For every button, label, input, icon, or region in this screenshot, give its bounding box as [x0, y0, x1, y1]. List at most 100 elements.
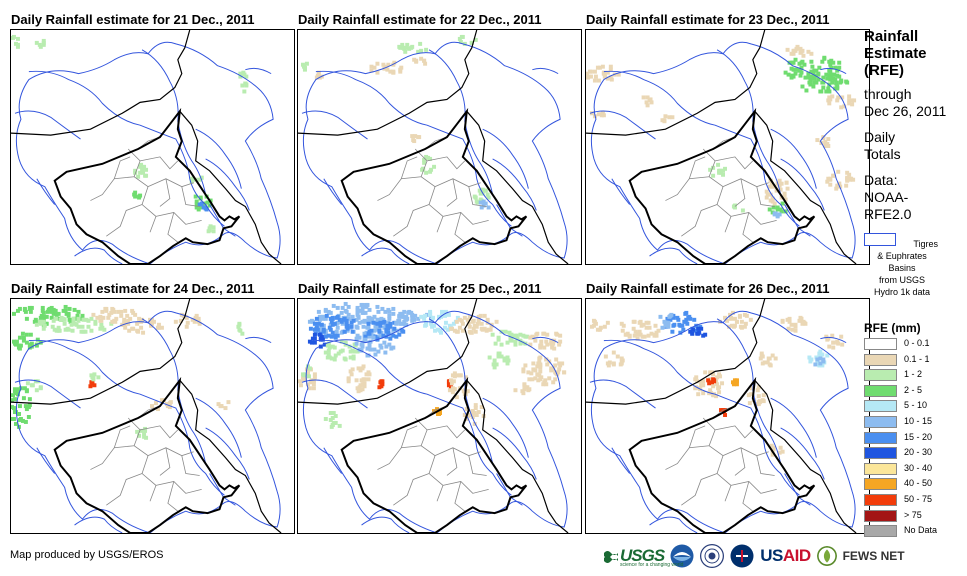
- rain-cell: [831, 76, 836, 81]
- rain-cell: [637, 329, 642, 334]
- province-boundary: [393, 204, 430, 237]
- rain-cell: [378, 323, 383, 328]
- rain-cell: [482, 313, 487, 318]
- rain-cell: [38, 385, 43, 390]
- rain-cell: [323, 350, 328, 355]
- rain-cell: [366, 377, 371, 382]
- rain-cell: [439, 310, 444, 315]
- rain-cell: [406, 310, 411, 315]
- rain-cell: [92, 372, 97, 377]
- rain-cell: [483, 188, 488, 193]
- rain-cell: [667, 314, 672, 319]
- rain-cell: [349, 320, 354, 325]
- rain-cell: [821, 357, 826, 362]
- basin-legend-swatch: [864, 233, 896, 246]
- rain-cell: [793, 48, 798, 53]
- basin-legend-line: Basins: [888, 263, 916, 273]
- rain-cell: [96, 375, 101, 380]
- rain-cell: [392, 60, 397, 65]
- rain-cell: [716, 386, 721, 391]
- province-boundary: [155, 212, 202, 225]
- rain-cell: [711, 377, 716, 382]
- rain-cell: [410, 312, 415, 317]
- rain-cell: [328, 310, 333, 315]
- river-line: [14, 110, 81, 140]
- rain-cell: [343, 301, 348, 306]
- rain-cell: [830, 94, 835, 99]
- rain-cell: [711, 165, 716, 170]
- rain-cell: [831, 173, 836, 178]
- rain-cell: [323, 334, 328, 339]
- rain-cell: [356, 314, 361, 319]
- rain-cell: [127, 328, 132, 333]
- rain-cell: [135, 328, 140, 333]
- rain-cell: [89, 328, 94, 333]
- rain-cell: [827, 89, 832, 94]
- rain-cell: [317, 317, 322, 322]
- rain-cell: [454, 373, 459, 378]
- rain-cell: [834, 186, 839, 191]
- rain-cell: [307, 339, 312, 344]
- rain-cell: [768, 198, 773, 203]
- rain-cell: [821, 75, 826, 80]
- rain-cell: [780, 201, 785, 206]
- rain-cell: [26, 405, 31, 410]
- province-boundary: [454, 481, 466, 512]
- rain-cell: [677, 322, 682, 327]
- country-border: [466, 110, 569, 264]
- rain-cell: [71, 321, 76, 326]
- rain-cell: [312, 327, 317, 332]
- rain-cell: [812, 76, 817, 81]
- province-boundary: [681, 204, 718, 237]
- rain-cell: [830, 333, 835, 338]
- rain-cell: [418, 41, 423, 46]
- rain-cell: [330, 315, 335, 320]
- rain-cell: [465, 317, 470, 322]
- rain-cell: [691, 327, 696, 332]
- rain-cell: [62, 321, 67, 326]
- sidebar-title-line: (RFE): [864, 62, 904, 79]
- rain-cell: [419, 56, 424, 61]
- rain-cell: [828, 71, 833, 76]
- rain-cell: [791, 51, 796, 56]
- rain-cell: [742, 312, 747, 317]
- rain-cell: [654, 330, 659, 335]
- rain-cell: [615, 354, 620, 359]
- rain-cell: [458, 39, 463, 44]
- rain-cell: [11, 416, 15, 421]
- rain-cell: [731, 382, 736, 387]
- rain-cell: [645, 95, 650, 100]
- rain-cell: [821, 85, 826, 90]
- rain-cell: [298, 383, 303, 388]
- rain-cell: [847, 172, 852, 177]
- rain-cell: [460, 328, 465, 333]
- rain-cell: [375, 61, 380, 66]
- rain-cell: [346, 379, 351, 384]
- rain-cell: [322, 342, 327, 347]
- rain-cell: [602, 324, 607, 329]
- rain-cell: [326, 348, 331, 353]
- rain-cell: [475, 321, 480, 326]
- panel-title-22: Daily Rainfall estimate for 22 Dec., 201…: [298, 12, 542, 27]
- legend-swatch: [864, 447, 897, 460]
- rain-cell: [616, 72, 621, 77]
- rain-cell: [800, 84, 805, 89]
- rain-cell: [226, 400, 231, 405]
- rain-cell: [59, 315, 64, 320]
- rain-cell: [493, 341, 498, 346]
- rain-cell: [558, 363, 563, 368]
- province-boundary: [442, 212, 489, 225]
- legend-label: No Data: [904, 525, 938, 536]
- river-line: [589, 110, 656, 140]
- rain-cell: [360, 305, 365, 310]
- river-line: [323, 447, 343, 474]
- rain-cell: [102, 327, 107, 332]
- iraq-border: [53, 107, 241, 264]
- river-line: [141, 49, 207, 195]
- rain-cell: [598, 325, 603, 330]
- rain-cell: [473, 406, 478, 411]
- rain-cell: [470, 409, 475, 414]
- rain-cell: [795, 44, 800, 49]
- rain-cell: [513, 388, 518, 393]
- province-boundary: [734, 178, 746, 207]
